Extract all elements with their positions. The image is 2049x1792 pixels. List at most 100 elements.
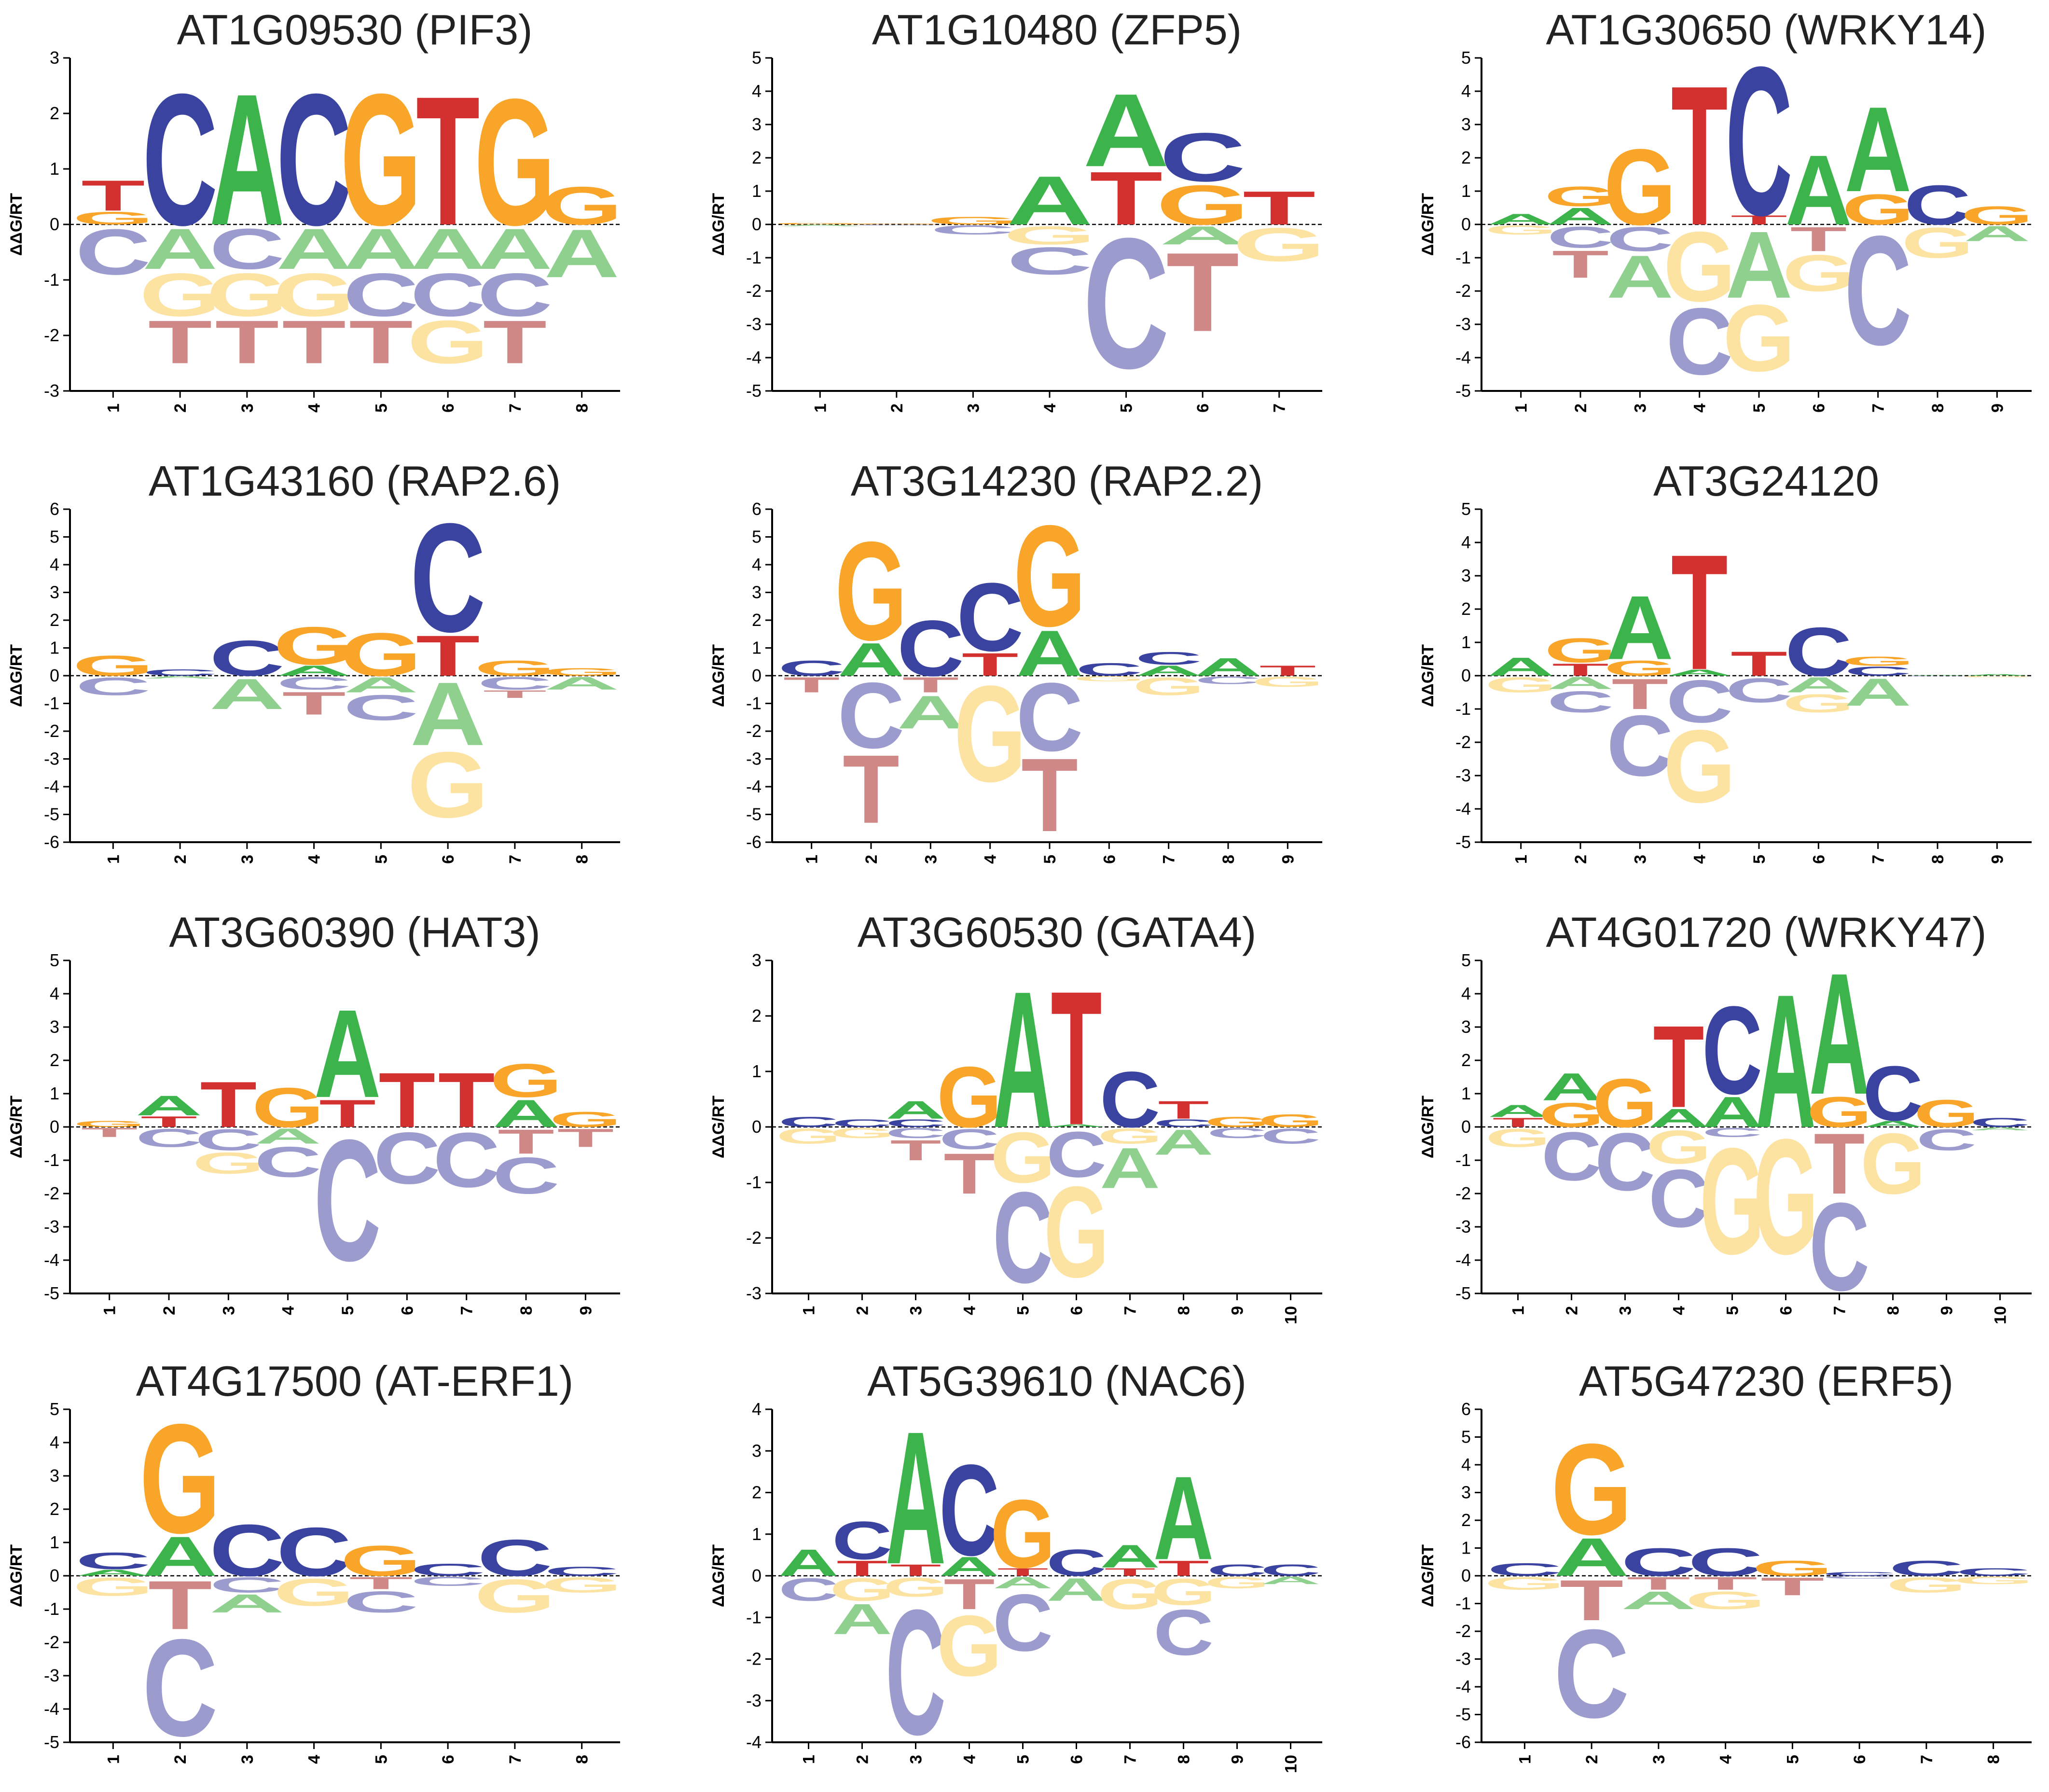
x-tick-label: 7 xyxy=(1831,1306,1849,1315)
y-tick-label: -5 xyxy=(44,1732,59,1752)
logo-letter-A-down: A xyxy=(1964,222,2031,246)
panel-title: AT3G14230 (RAP2.2) xyxy=(851,457,1263,505)
logo-letter-C-down: C xyxy=(477,673,553,694)
logo-letter-C-up: C xyxy=(1726,23,1793,260)
logo-letter-A-down: A xyxy=(410,664,485,764)
y-tick-label: 1 xyxy=(50,159,59,179)
logo-letter-G-up: G xyxy=(273,616,354,677)
x-tick-label: 4 xyxy=(1691,855,1709,864)
logo-letter-G-down: G xyxy=(1044,1159,1109,1305)
x-tick-label: 1 xyxy=(101,1306,119,1315)
x-tick-label: 6 xyxy=(1068,1306,1086,1315)
y-tick-label: 0 xyxy=(50,666,59,685)
x-tick-label: 8 xyxy=(1929,403,1947,413)
logo-letter-A-down: A xyxy=(1046,1571,1107,1608)
x-tick-label: 2 xyxy=(1572,855,1590,864)
logo-letter-C-down: C xyxy=(1007,239,1093,282)
logo-letter-G-up: G xyxy=(1604,127,1676,248)
x-tick-label: 6 xyxy=(1810,403,1828,413)
y-tick-label: 5 xyxy=(50,527,59,547)
x-tick-label: 6 xyxy=(1068,1755,1086,1764)
logo-letter-C-down: C xyxy=(1726,671,1793,709)
logo-letter-T-down: T xyxy=(1790,220,1847,258)
x-tick-label: 2 xyxy=(1583,1755,1601,1764)
logo-letter-C-down: C xyxy=(209,217,285,281)
logo-letter-C-down: C xyxy=(1207,1125,1267,1141)
logo-letter-G-up: G xyxy=(72,650,153,682)
logo-letter-A-down: A xyxy=(477,217,553,281)
logo-letter-C-down: C xyxy=(276,673,351,694)
logo-letter-A-up: A xyxy=(886,1392,946,1604)
logo-letter-C-down: C xyxy=(343,260,418,329)
x-tick-label: 1 xyxy=(1512,855,1531,864)
logo-letter-T-up: T xyxy=(200,1069,257,1141)
x-tick-label: 8 xyxy=(573,855,592,864)
y-tick-label: -3 xyxy=(1455,765,1471,785)
logo-letter-C-down: C xyxy=(142,1610,218,1765)
panel-title: AT3G24120 xyxy=(1653,457,1879,505)
y-tick-label: -1 xyxy=(746,1607,761,1627)
panel-title: AT1G09530 (PIF3) xyxy=(177,6,533,54)
logo-letter-A-up: A xyxy=(1153,1452,1214,1584)
y-tick-label: 3 xyxy=(1461,114,1471,134)
logo-letter-G-up: G xyxy=(937,1049,1002,1145)
y-tick-label: 5 xyxy=(752,48,761,68)
logo-letter-A-up: A xyxy=(1046,1124,1107,1127)
x-tick-label: 8 xyxy=(1985,1755,2003,1764)
logo-panel-2: AT1G10480 (ZFP5) 5 4 3 2 1 0 -1 -2 -3 -4 -5 ΔΔG/RT 1 2… xyxy=(709,6,1326,413)
logo-letter-G-down: G xyxy=(474,1570,555,1623)
y-tick-label: -3 xyxy=(44,749,59,769)
y-tick-label: 2 xyxy=(752,610,761,630)
x-tick-label: 3 xyxy=(238,403,257,413)
y-tick-label: 0 xyxy=(50,214,59,234)
y-tick-label: -3 xyxy=(44,1217,59,1236)
y-tick-label: 1 xyxy=(1461,181,1471,201)
logo-letter-A-up: A xyxy=(886,1096,946,1124)
logo-letter-C-up: C xyxy=(832,1510,892,1570)
logo-letter-C-down: C xyxy=(778,1571,839,1608)
x-tick-label: 4 xyxy=(305,1755,324,1764)
y-tick-label: 1 xyxy=(1461,1538,1471,1558)
y-tick-label: -1 xyxy=(1455,248,1471,267)
logo-letter-C-down: C xyxy=(410,1574,485,1588)
logo-letter-T-up: T xyxy=(1653,1001,1704,1132)
y-tick-label: -6 xyxy=(746,832,761,852)
y-tick-label: -5 xyxy=(1455,381,1471,401)
y-tick-label: 2 xyxy=(1461,1050,1471,1070)
logo-letter-G-up: G xyxy=(1156,173,1249,236)
logo-letter-A-up: A xyxy=(1666,668,1733,678)
logo-letter-C-down: C xyxy=(374,1117,441,1199)
y-tick-label: -2 xyxy=(746,721,761,741)
logo-letter-C-up: C xyxy=(1135,649,1202,669)
x-tick-label: 10 xyxy=(1282,1306,1301,1324)
x-tick-label: 7 xyxy=(1869,855,1888,864)
logo-letter-G-down: G xyxy=(883,1572,948,1603)
logo-letter-T-up: T xyxy=(1731,644,1787,683)
panel-title: AT3G60390 (HAT3) xyxy=(169,908,540,956)
x-tick-label: 1 xyxy=(800,1755,818,1764)
logo-letter-A-up: A xyxy=(1007,162,1093,239)
logo-letter-A-down: A xyxy=(1726,212,1793,319)
x-tick-label: 5 xyxy=(1118,403,1136,413)
logo-letter-A-up: A xyxy=(1487,652,1554,681)
y-tick-label: -5 xyxy=(746,381,761,401)
y-tick-label: 0 xyxy=(1461,1566,1471,1585)
y-tick-label: -6 xyxy=(1455,1732,1471,1752)
logo-letter-A-up: A xyxy=(1135,663,1202,679)
logo-letter-C-up: C xyxy=(142,55,218,264)
logo-letter-T-down: T xyxy=(1166,229,1239,355)
panel-title: AT1G30650 (WRKY14) xyxy=(1546,6,1987,54)
y-tick-label: 1 xyxy=(752,638,761,658)
x-tick-label: 5 xyxy=(372,1755,390,1764)
y-axis-label: ΔΔG/RT xyxy=(1419,193,1437,256)
y-tick-label: -3 xyxy=(44,381,59,401)
y-tick-label: 2 xyxy=(50,1050,59,1070)
logo-letter-C-up: C xyxy=(1207,1561,1267,1579)
logo-letter-C-down: C xyxy=(854,224,940,226)
x-tick-label: 1 xyxy=(811,403,830,413)
logo-letter-T-down: T xyxy=(148,1567,212,1644)
logo-letter-C-down: C xyxy=(1844,204,1911,378)
x-tick-label: 3 xyxy=(1617,1306,1635,1315)
logo-letter-T-up: T xyxy=(1105,1566,1156,1578)
x-tick-label: 6 xyxy=(439,1755,457,1764)
